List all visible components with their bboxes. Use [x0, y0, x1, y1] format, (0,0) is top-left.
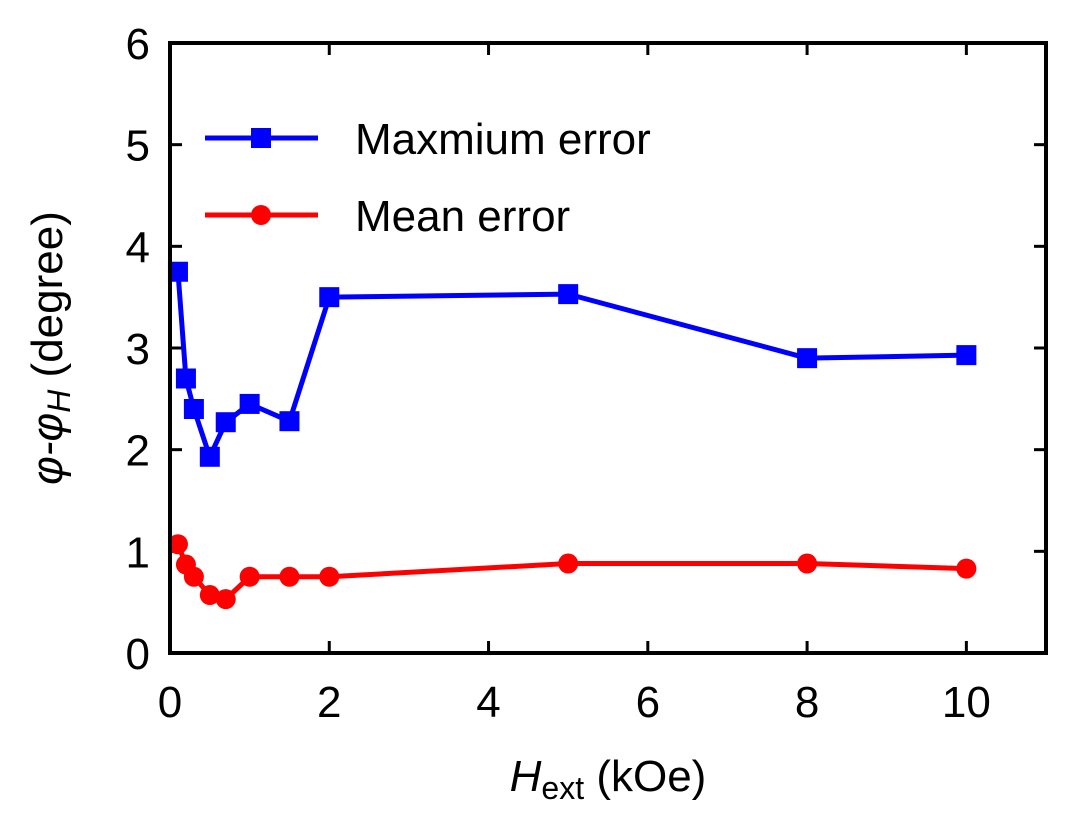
data-point	[199, 446, 220, 467]
y-axis-label-rest: (degree)	[23, 211, 72, 390]
legend-marker	[251, 128, 271, 148]
y-tick-label: 3	[126, 325, 150, 374]
legend-marker	[251, 205, 271, 225]
x-tick-label: 0	[158, 678, 182, 727]
data-point	[558, 284, 579, 305]
x-tick-label: 4	[476, 678, 500, 727]
ticks-layer: 0 2 4 6 8 10 0 1 2 3 4 5 6	[126, 20, 1046, 727]
legend: Maxmium error Mean error	[205, 115, 651, 241]
data-point	[215, 589, 236, 610]
data-point	[199, 585, 220, 606]
legend-label: Mean error	[355, 192, 570, 241]
x-tick-label: 10	[942, 678, 991, 727]
x-tick-label: 2	[317, 678, 341, 727]
x-axis-label-rest: (kOe)	[584, 752, 706, 801]
y-axis-label-sub: H	[41, 389, 77, 413]
y-tick-label: 5	[126, 122, 150, 171]
data-point	[183, 399, 204, 419]
data-point	[175, 368, 196, 389]
series-layer	[167, 261, 977, 610]
x-axis-label-sub: ext	[541, 770, 584, 806]
data-point	[319, 287, 340, 308]
data-point	[239, 566, 260, 587]
data-point	[956, 345, 977, 366]
y-tick-label: 1	[126, 528, 150, 577]
data-point	[183, 566, 204, 587]
y-tick-label: 6	[126, 20, 150, 69]
legend-item-2: Mean error	[205, 192, 570, 241]
legend-item-1: Maxmium error	[205, 115, 651, 164]
y-axis-label: φ-φH (degree)	[23, 211, 77, 485]
y-tick-label: 2	[126, 427, 150, 476]
data-point	[167, 261, 188, 282]
y-tick-label: 4	[126, 223, 150, 272]
x-axis-label: Hext (kOe)	[510, 752, 707, 806]
y-axis-label-main: φ-φ	[23, 413, 72, 485]
data-point	[215, 412, 236, 433]
x-tick-label: 8	[795, 678, 819, 727]
data-point	[279, 566, 300, 587]
legend-label: Maxmium error	[355, 115, 651, 164]
data-point	[558, 553, 579, 574]
x-axis-label-main: H	[510, 752, 542, 801]
series-1	[167, 261, 977, 467]
data-point	[319, 566, 340, 587]
plot-frame	[168, 41, 1048, 655]
y-tick-label: 0	[126, 630, 150, 679]
data-point	[167, 534, 188, 555]
data-point	[956, 558, 977, 579]
data-point	[797, 348, 818, 369]
x-tick-label: 6	[636, 678, 660, 727]
series-2	[167, 534, 977, 610]
data-point	[279, 411, 300, 432]
data-point	[797, 553, 818, 574]
data-point	[239, 393, 260, 414]
